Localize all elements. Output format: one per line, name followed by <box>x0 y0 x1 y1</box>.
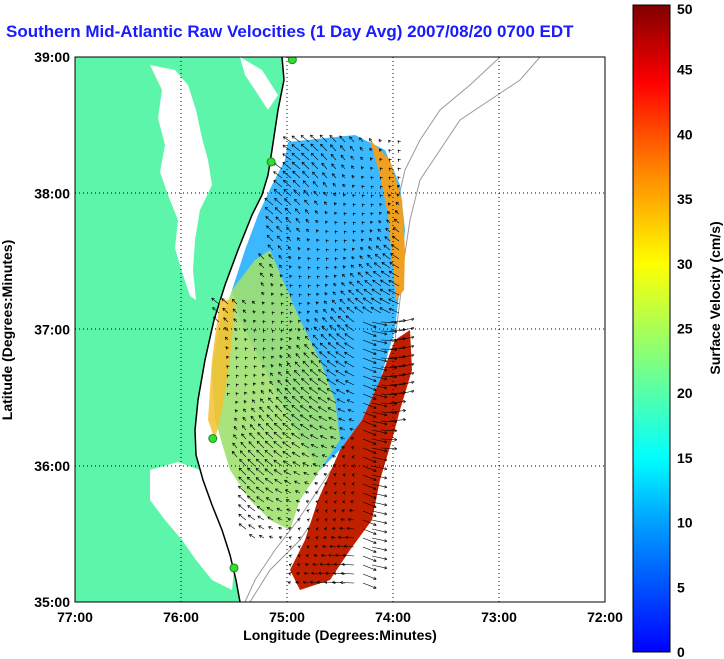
grid <box>75 57 605 602</box>
y-tick-label: 38:00 <box>34 185 70 201</box>
y-tick-label: 39:00 <box>34 49 70 65</box>
colorbar-tick-label: 15 <box>677 450 693 466</box>
vector-arrows <box>211 134 415 589</box>
colorbar-ticks: 0 5 10 15 20 25 30 35 40 45 50 <box>677 1 693 659</box>
y-tick-label: 36:00 <box>34 458 70 474</box>
y-tick-label: 35:00 <box>34 594 70 610</box>
coverage-coastal-edge <box>208 300 235 440</box>
colorbar-tick-label: 0 <box>677 644 685 659</box>
pamlico-sound <box>150 462 235 590</box>
delaware-bay <box>240 57 278 110</box>
colorbar-tick-label: 35 <box>677 191 693 207</box>
colorbar-tick-label: 30 <box>677 256 693 272</box>
colorbar-tick-label: 5 <box>677 579 685 595</box>
x-tick-label: 75:00 <box>269 609 305 625</box>
radar-station-marker <box>287 57 297 65</box>
radar-stations <box>208 57 297 573</box>
x-tick-label: 73:00 <box>481 609 517 625</box>
y-axis-ticks: 39:00 38:00 37:00 36:00 35:00 <box>34 49 70 610</box>
radar-station-marker <box>229 563 239 573</box>
radar-station-marker <box>208 434 218 443</box>
y-axis-label: Latitude (Degrees:Minutes) <box>0 240 15 420</box>
map-title: Southern Mid-Atlantic Raw Velocities (1 … <box>6 22 574 41</box>
shoreline <box>194 57 285 602</box>
x-axis-label: Longitude (Degrees:Minutes) <box>243 627 437 643</box>
radar-station-marker <box>266 157 276 167</box>
colorbar <box>632 4 671 653</box>
coverage-high-speed <box>290 330 412 590</box>
x-tick-label: 72:00 <box>587 609 623 625</box>
x-tick-label: 74:00 <box>375 609 411 625</box>
colorbar-tick-label: 45 <box>677 62 693 78</box>
colorbar-tick-label: 25 <box>677 321 693 337</box>
chesapeake-bay <box>150 65 212 300</box>
colorbar-tick-label: 10 <box>677 515 693 531</box>
velocity-vectors <box>211 134 415 589</box>
x-axis-ticks: 77:00 76:00 75:00 74:00 73:00 72:00 <box>57 609 623 625</box>
y-tick-label: 37:00 <box>34 322 70 338</box>
x-tick-label: 76:00 <box>163 609 199 625</box>
x-tick-label: 77:00 <box>57 609 93 625</box>
colorbar-label: Surface Velocity (cm/s) <box>707 221 723 374</box>
map-frame <box>74 56 606 603</box>
colorbar-tick-label: 40 <box>677 126 693 142</box>
coverage-edge-high <box>370 140 405 300</box>
colorbar-tick-label: 20 <box>677 385 693 401</box>
colorbar-tick-label: 50 <box>677 1 693 17</box>
